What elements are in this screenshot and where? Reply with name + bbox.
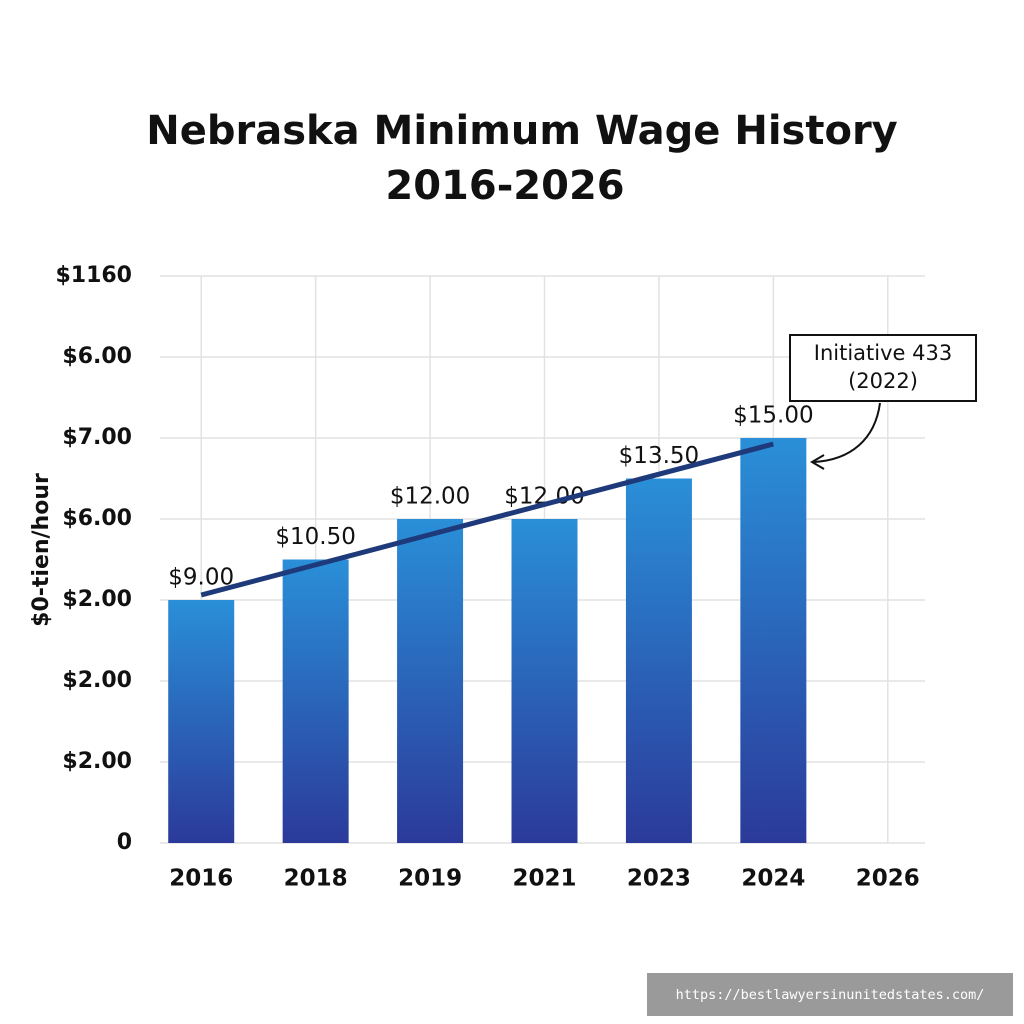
bar [168, 600, 235, 843]
bar [625, 478, 692, 843]
annotation-arrow [813, 402, 881, 463]
y-tick-label: $2.00 [62, 587, 132, 612]
arrow-head [810, 454, 825, 470]
data-label: $15.00 [733, 403, 813, 429]
x-tick-label: 2026 [856, 866, 920, 892]
y-tick-label: $2.00 [62, 668, 132, 693]
x-tick-label: 2021 [512, 866, 576, 892]
watermark-bg [647, 973, 1013, 1016]
watermark: https://bestlawyersinunitedstates.com/ [676, 987, 985, 1003]
data-label: $9.00 [168, 565, 234, 591]
y-tick-label: $6.00 [62, 344, 132, 369]
y-tick-label: $1160 [55, 263, 132, 288]
y-axis-label: $0-tien/hour [29, 473, 54, 627]
data-label: $12.00 [390, 484, 470, 510]
marks [168, 438, 807, 843]
trend-line [200, 441, 774, 598]
y-tick-label: $7.00 [62, 425, 132, 450]
annotation-text: (2022) [848, 369, 918, 393]
annotation-text: Initiative 433 [814, 341, 952, 365]
x-tick-label: 2016 [169, 866, 233, 892]
annotation-box [789, 334, 977, 402]
x-tick-label: 2018 [284, 866, 348, 892]
bar [740, 438, 807, 843]
y-tick-label: $6.00 [62, 506, 132, 531]
y-tick-label: $2.00 [62, 749, 132, 774]
x-tick-label: 2019 [398, 866, 462, 892]
data-label: $10.50 [275, 524, 355, 550]
bar [511, 519, 578, 843]
x-tick-label: 2023 [627, 866, 691, 892]
chart-title: Nebraska Minimum Wage History [146, 108, 898, 154]
chart-subtitle: 2016-2026 [385, 163, 624, 209]
bar [397, 519, 464, 843]
x-tick-label: 2024 [741, 866, 805, 892]
bar [282, 559, 349, 843]
y-tick-label: 0 [117, 830, 132, 855]
